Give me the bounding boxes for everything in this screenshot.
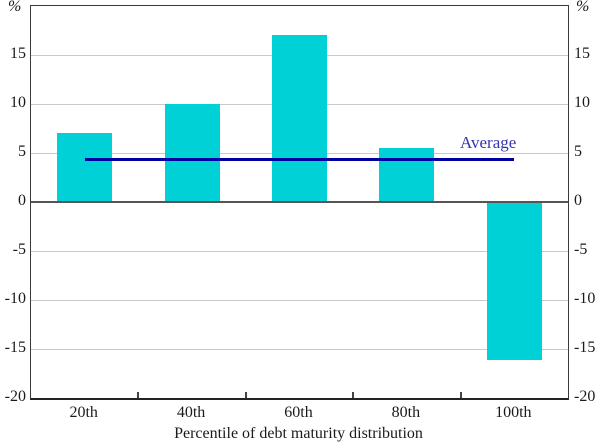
x-tick-label: 60th [284,404,313,421]
y-tick-label-right: 5 [574,143,582,160]
gridline [31,300,568,301]
gridline [31,251,568,252]
y-axis-unit-left: % [8,0,22,15]
bar-20th [57,133,113,202]
x-axis-tick [352,392,355,398]
y-tick-label-left: -15 [4,339,26,356]
x-tick-label: 20th [69,404,98,421]
y-tick-label-left: -20 [4,388,26,405]
gridline [31,349,568,350]
x-axis-tick [244,392,247,398]
bar-80th [379,148,435,202]
bar-100th [486,203,542,360]
x-axis-title: Percentile of debt maturity distribution [174,425,423,442]
y-tick-label-right: 0 [574,192,582,209]
y-tick-label-left: 10 [10,94,26,111]
y-tick-label-left: -5 [12,241,26,258]
average-line [84,157,515,161]
average-line-label: Average [460,132,517,152]
x-tick-label: 80th [391,404,421,421]
y-tick-label-right: -5 [574,241,588,258]
y-tick-label-right: -10 [574,290,596,307]
y-axis-unit-right: % [576,0,590,15]
y-tick-label-left: 0 [18,192,26,209]
bar-40th [164,104,220,202]
y-tick-label-left: -10 [4,290,26,307]
x-axis-tick [137,392,140,398]
y-tick-label-left: 15 [10,45,26,62]
y-tick-label-right: 10 [574,94,590,111]
bar-60th [272,35,327,202]
x-tick-label: 40th [176,404,206,421]
y-tick-label-right: -15 [574,339,596,356]
plot-area: Average [30,5,569,400]
y-tick-label-right: -20 [574,388,596,405]
y-tick-label-right: 15 [574,45,590,62]
x-tick-label: 100th [495,404,532,421]
x-axis-tick [459,392,462,398]
zero-axis-line [31,201,568,203]
y-tick-label-left: 5 [18,143,26,160]
